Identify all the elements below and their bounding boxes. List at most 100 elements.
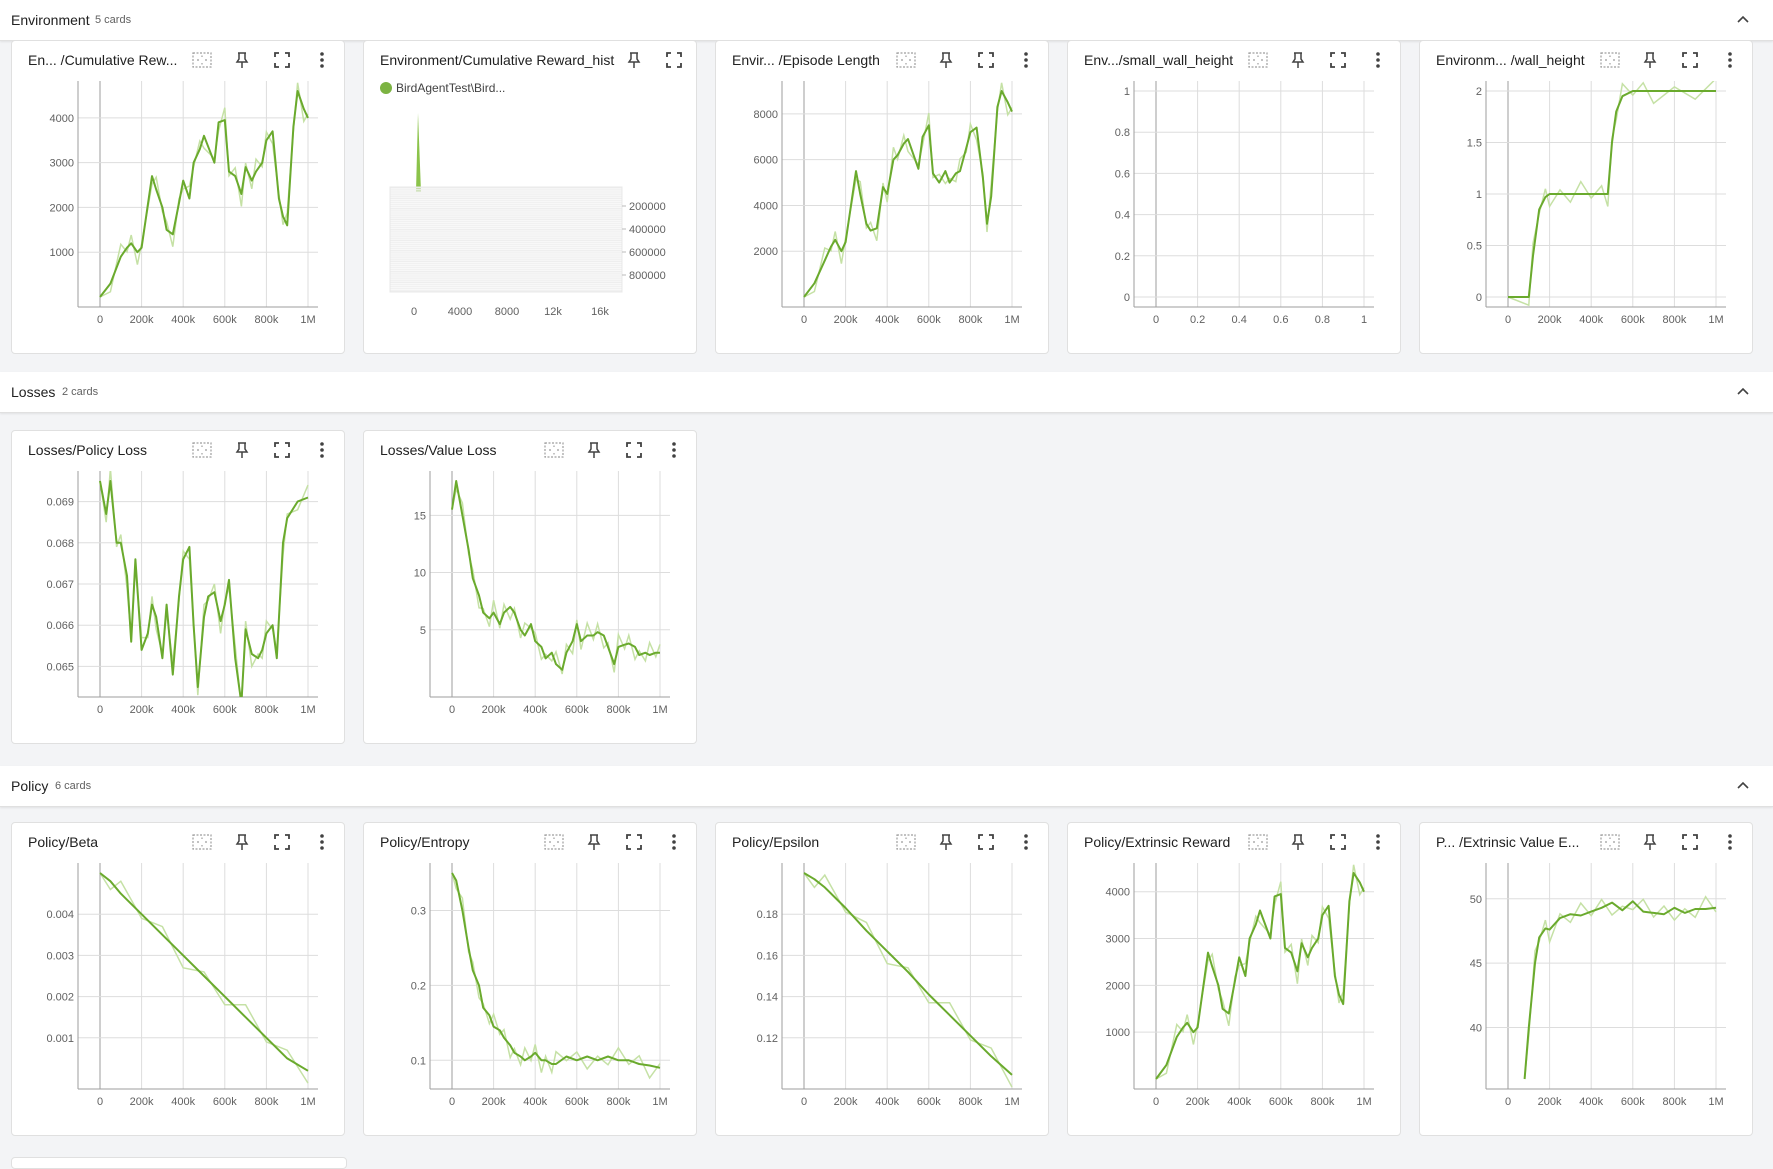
section-header-losses[interactable]: Losses 2 cards — [0, 372, 1773, 413]
fit-domain-icon[interactable] — [1598, 49, 1622, 71]
y-tick-label: 0.069 — [46, 497, 74, 509]
x-tick-label: 0 — [449, 704, 455, 716]
y-tick-label: 0.6 — [1115, 168, 1130, 180]
histogram-slice — [390, 210, 622, 212]
more-vert-icon[interactable] — [310, 439, 334, 461]
pin-icon[interactable] — [582, 439, 606, 461]
fit-domain-icon[interactable] — [542, 831, 566, 853]
x-tick-label: 0.6 — [1273, 314, 1288, 326]
pin-icon[interactable] — [1286, 831, 1310, 853]
histogram-slice — [390, 239, 622, 242]
x-tick-label: 0 — [1505, 1096, 1511, 1108]
more-vert-icon[interactable] — [1718, 831, 1742, 853]
section-title: Policy — [11, 778, 49, 794]
series-raw-line — [451, 872, 661, 1080]
y-tick-label: 0.068 — [46, 538, 74, 550]
series-raw-line — [451, 486, 661, 675]
y-tick-label: 600000 — [629, 247, 666, 259]
fit-domain-icon[interactable] — [190, 831, 214, 853]
x-tick-label: 200k — [130, 704, 154, 716]
fit-domain-icon[interactable] — [1246, 831, 1270, 853]
x-tick-label: 800k — [254, 1096, 278, 1108]
pin-icon[interactable] — [230, 439, 254, 461]
series-raw-line — [1155, 864, 1365, 1080]
pin-icon[interactable] — [230, 49, 254, 71]
histogram-slice — [390, 224, 622, 227]
chart-svg: 0 200k 400k 600k 800k 1M 0.1 0.2 0.3 — [411, 863, 670, 1108]
fit-domain-icon[interactable] — [894, 49, 918, 71]
fit-domain-icon[interactable] — [190, 49, 214, 71]
fit-domain-icon[interactable] — [190, 439, 214, 461]
chart-card: P... /Extrinsic Value E... 0 200k 400k 600k 8… — [1419, 822, 1753, 1136]
pin-icon[interactable] — [1638, 49, 1662, 71]
histogram-slice — [390, 205, 622, 208]
series-smoothed-line — [99, 872, 309, 1072]
pin-icon[interactable] — [1286, 49, 1310, 71]
chart-card: Envir... /Episode Length 0 200k 400k 600k 800… — [715, 40, 1049, 354]
more-vert-icon[interactable] — [1014, 831, 1038, 853]
y-tick-label: 1000 — [1106, 1027, 1130, 1039]
fullscreen-icon[interactable] — [1326, 831, 1350, 853]
fullscreen-icon[interactable] — [1326, 49, 1350, 71]
chart-card: Policy/Extrinsic Reward 0 200k 400k 600k 800k… — [1067, 822, 1401, 1136]
card-title: P... /Extrinsic Value E... — [1436, 834, 1580, 850]
more-vert-icon[interactable] — [662, 831, 686, 853]
section-header-policy[interactable]: Policy 6 cards — [0, 766, 1773, 807]
x-tick-label: 400k — [523, 704, 547, 716]
pin-icon[interactable] — [1638, 831, 1662, 853]
fullscreen-icon[interactable] — [974, 831, 998, 853]
more-vert-icon[interactable] — [1014, 49, 1038, 71]
chevron-up-icon[interactable] — [1735, 12, 1751, 28]
more-vert-icon[interactable] — [1366, 49, 1390, 71]
histogram-slice — [390, 254, 622, 256]
histogram-slice — [390, 241, 622, 244]
fullscreen-icon[interactable] — [662, 49, 686, 71]
fullscreen-icon[interactable] — [1678, 831, 1702, 853]
y-tick-label: 0.002 — [46, 992, 74, 1004]
series-raw-line — [99, 872, 309, 1084]
chevron-up-icon[interactable] — [1735, 778, 1751, 794]
y-tick-label: 0.004 — [46, 909, 74, 921]
x-tick-label: 800k — [958, 1096, 982, 1108]
x-tick-label: 200k — [1538, 1096, 1562, 1108]
fullscreen-icon[interactable] — [270, 439, 294, 461]
series-raw-line — [803, 82, 1013, 298]
y-tick-label: 1000 — [50, 247, 74, 259]
pin-icon[interactable] — [582, 831, 606, 853]
fit-domain-icon[interactable] — [542, 439, 566, 461]
more-vert-icon[interactable] — [662, 439, 686, 461]
chevron-up-icon[interactable] — [1735, 384, 1751, 400]
histogram-frame — [389, 186, 623, 293]
chart-card: Policy/Beta 0 200k 400k 600k 800k 1M 0.001 0.002… — [11, 822, 345, 1136]
fit-domain-icon[interactable] — [894, 831, 918, 853]
fullscreen-icon[interactable] — [622, 439, 646, 461]
fullscreen-icon[interactable] — [270, 831, 294, 853]
fullscreen-icon[interactable] — [270, 49, 294, 71]
y-tick-label: 0.066 — [46, 620, 74, 632]
more-vert-icon[interactable] — [1366, 831, 1390, 853]
fullscreen-icon[interactable] — [622, 831, 646, 853]
fit-domain-icon[interactable] — [1598, 831, 1622, 853]
pin-icon[interactable] — [622, 49, 646, 71]
fullscreen-icon[interactable] — [1678, 49, 1702, 71]
series-raw-line — [1507, 81, 1715, 307]
y-tick-label: 5 — [420, 625, 426, 637]
fit-domain-icon[interactable] — [1246, 49, 1270, 71]
x-tick-label: 800k — [1310, 1096, 1334, 1108]
y-tick-label: 1 — [1124, 86, 1130, 98]
pin-icon[interactable] — [934, 49, 958, 71]
more-vert-icon[interactable] — [1718, 49, 1742, 71]
more-vert-icon[interactable] — [310, 831, 334, 853]
card-toolbar — [1582, 49, 1742, 71]
pin-icon[interactable] — [934, 831, 958, 853]
x-tick-label: 600k — [917, 314, 941, 326]
histogram-slice — [390, 277, 622, 279]
fullscreen-icon[interactable] — [974, 49, 998, 71]
section-header-environment[interactable]: Environment 5 cards — [0, 0, 1773, 41]
pin-icon[interactable] — [230, 831, 254, 853]
chart-svg: 0 200k 400k 600k 800k 1M 1000 2000 3000 4000 — [1106, 863, 1374, 1108]
y-tick-label: 6000 — [754, 155, 778, 167]
histogram-slice — [390, 212, 622, 214]
histogram-slice — [390, 285, 622, 288]
more-vert-icon[interactable] — [310, 49, 334, 71]
